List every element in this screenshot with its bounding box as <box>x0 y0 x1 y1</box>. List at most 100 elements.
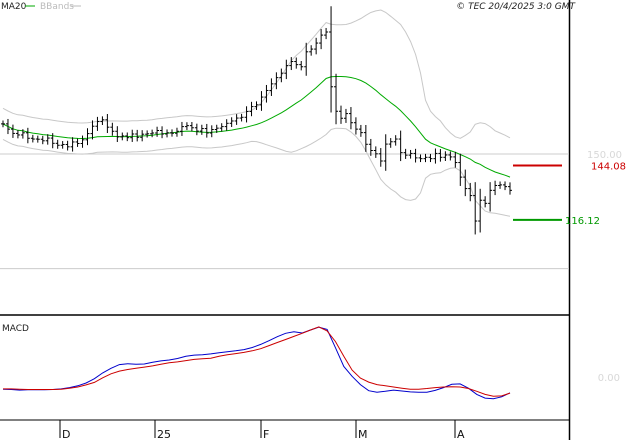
legend-ma20: MA20 <box>1 2 27 12</box>
ohlc-bar <box>324 27 329 40</box>
copyright-timestamp: © TEC 20/4/2025 3:0 GMT <box>456 2 576 12</box>
ohlc-bar <box>160 126 165 139</box>
ohlc-bar <box>269 78 274 96</box>
ohlc-bars <box>1 6 512 235</box>
ma20-line <box>2 76 511 178</box>
ohlc-bar <box>413 148 418 163</box>
ohlc-bar <box>10 124 15 138</box>
price-yaxis: 150.00 <box>587 150 622 161</box>
ohlc-bar <box>423 153 428 163</box>
ohlc-bar <box>224 119 229 131</box>
ohlc-bar <box>483 196 488 208</box>
ohlc-bar <box>110 122 115 136</box>
ohlc-bar <box>5 118 10 135</box>
ohlc-bar <box>408 149 413 159</box>
ohlc-bar <box>284 59 289 80</box>
ohlc-bar <box>70 137 75 152</box>
ohlc-bar <box>503 181 508 191</box>
ohlc-bar <box>40 135 45 145</box>
ohlc-bar <box>453 151 458 168</box>
resistance-label: 144.08 <box>591 162 626 173</box>
price-levels: 144.08 116.12 <box>513 162 626 227</box>
bband-upper <box>2 9 511 139</box>
ohlc-bar <box>339 105 343 124</box>
ohlc-bar <box>493 180 498 196</box>
ohlc-bar <box>45 134 50 145</box>
price-grid <box>0 153 569 270</box>
ohlc-bar <box>264 84 269 103</box>
ohlc-bar <box>95 116 100 131</box>
ohlc-bar <box>105 113 110 134</box>
ohlc-bar <box>35 135 40 143</box>
ohlc-bar <box>20 129 25 139</box>
bband-lower <box>2 127 511 217</box>
ohlc-bar <box>174 127 179 137</box>
ohlc-bar <box>125 132 130 142</box>
ohlc-bar <box>403 148 408 159</box>
ohlc-bar <box>155 126 160 137</box>
ohlc-bar <box>214 124 219 133</box>
ohlc-bar <box>179 121 184 136</box>
bbands-layer <box>2 9 511 217</box>
ohlc-bar <box>319 29 324 50</box>
ohlc-bar <box>249 101 254 117</box>
ohlc-bar <box>219 123 224 132</box>
ohlc-bar <box>1 120 5 128</box>
ohlc-bar <box>358 124 363 137</box>
ohlc-bar <box>15 130 20 139</box>
ohlc-bar <box>488 182 493 212</box>
ohlc-bar <box>229 117 234 128</box>
ohlc-bar <box>378 148 383 167</box>
xtick-label: D <box>62 428 70 440</box>
macd-title: MACD <box>2 324 29 334</box>
ohlc-bar <box>130 129 135 142</box>
ohlc-bar <box>428 153 433 163</box>
price-ytick-label: 150.00 <box>587 150 622 161</box>
ohlc-bar <box>498 181 503 189</box>
ohlc-bar <box>115 126 120 142</box>
ohlc-bar <box>135 129 140 142</box>
ohlc-bar <box>254 101 259 111</box>
ohlc-bar <box>279 68 284 83</box>
xtick-label: 25 <box>157 428 171 440</box>
ohlc-bar <box>274 72 279 90</box>
ohlc-bar <box>478 188 483 233</box>
ohlc-bar <box>508 182 512 195</box>
ohlc-bar <box>363 125 368 152</box>
ohlc-bar <box>120 132 125 141</box>
ohlc-bar <box>309 45 314 56</box>
ohlc-bar <box>353 117 358 135</box>
ohlc-bar <box>393 135 398 146</box>
ohlc-bar <box>314 37 319 55</box>
ohlc-bar <box>85 128 90 146</box>
ohlc-bar <box>75 138 80 147</box>
ohlc-bar <box>433 148 438 164</box>
x-axis: D 25 F M A <box>59 420 465 440</box>
ohlc-bar <box>209 125 214 138</box>
ma20-layer <box>2 76 511 178</box>
ohlc-bar <box>304 42 309 76</box>
macd-yaxis: 0.00 <box>598 373 620 384</box>
ohlc-bar <box>383 134 388 171</box>
macd-line <box>2 326 511 400</box>
ohlc-bar <box>468 182 473 202</box>
legend-bbands: BBands <box>40 2 74 12</box>
ohlc-bar <box>348 107 353 130</box>
ohlc-bar <box>388 138 393 148</box>
ohlc-bar <box>368 138 373 156</box>
xtick-label: A <box>457 428 465 440</box>
ohlc-bar <box>438 149 443 162</box>
ohlc-bar <box>259 91 264 111</box>
ohlc-bar <box>189 122 194 132</box>
ohlc-bar <box>373 146 378 158</box>
ohlc-bar <box>204 123 209 138</box>
ohlc-bar <box>244 106 249 123</box>
ohlc-bar <box>234 114 239 125</box>
ohlc-bar <box>329 6 334 113</box>
ohlc-bar <box>239 113 244 122</box>
ohlc-bar <box>80 135 85 148</box>
ohlc-bar <box>184 122 189 131</box>
ohlc-bar <box>334 73 339 125</box>
support-label: 116.12 <box>565 216 600 227</box>
